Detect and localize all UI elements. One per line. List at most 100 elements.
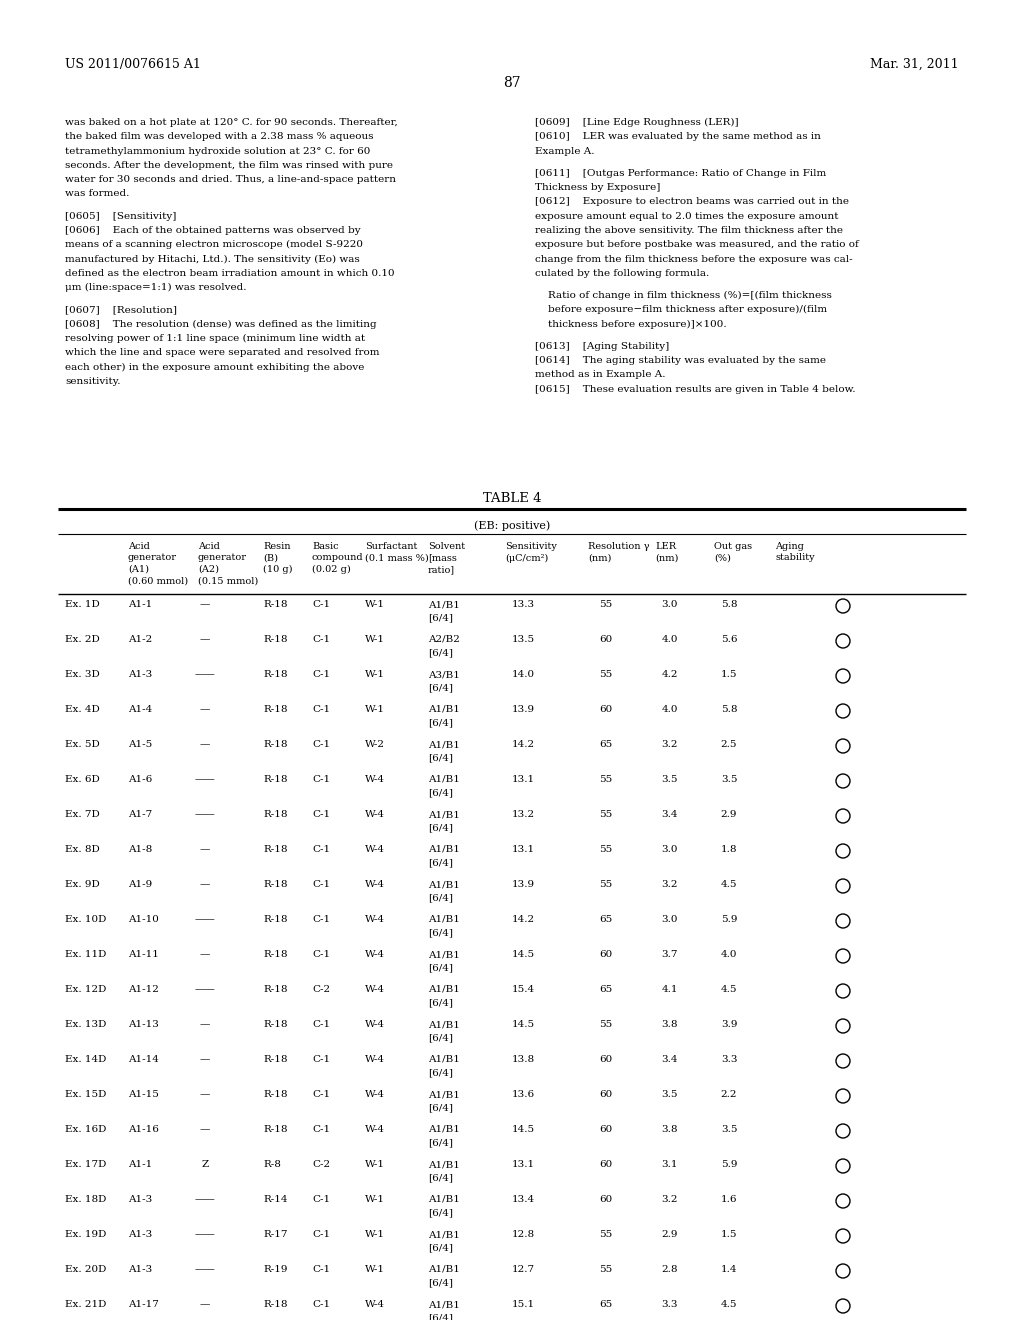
Text: 5.8: 5.8 [721,705,737,714]
Text: 4.0: 4.0 [721,950,737,960]
Text: US 2011/0076615 A1: US 2011/0076615 A1 [65,58,201,71]
Text: Ex. 15D: Ex. 15D [65,1090,106,1100]
Text: (0.1 mass %): (0.1 mass %) [365,553,429,562]
Text: [6/4]: [6/4] [428,612,453,622]
Text: 13.3: 13.3 [511,601,535,609]
Text: R-18: R-18 [263,1020,288,1030]
Text: 14.5: 14.5 [511,1125,535,1134]
Text: A1-16: A1-16 [128,1125,159,1134]
Text: [6/4]: [6/4] [428,682,453,692]
Text: W-4: W-4 [365,775,385,784]
Text: Ex. 19D: Ex. 19D [65,1230,106,1239]
Text: 13.9: 13.9 [511,705,535,714]
Text: 3.2: 3.2 [662,741,678,748]
Text: [6/4]: [6/4] [428,1208,453,1217]
Text: W-4: W-4 [365,1300,385,1309]
Text: W-4: W-4 [365,1125,385,1134]
Text: culated by the following formula.: culated by the following formula. [535,269,710,279]
Text: W-1: W-1 [365,601,385,609]
Text: (0.60 mmol): (0.60 mmol) [128,577,188,586]
Text: before exposure−film thickness after exposure)/(film: before exposure−film thickness after exp… [535,305,827,314]
Text: W-4: W-4 [365,950,385,960]
Text: A1-10: A1-10 [128,915,159,924]
Text: 55: 55 [599,601,612,609]
Text: A1-9: A1-9 [128,880,153,888]
Text: Resolution γ: Resolution γ [588,543,649,550]
Text: change from the film thickness before the exposure was cal-: change from the film thickness before th… [535,255,853,264]
Text: the baked film was developed with a 2.38 mass % aqueous: the baked film was developed with a 2.38… [65,132,374,141]
Text: Ex. 21D: Ex. 21D [65,1300,106,1309]
Text: C-1: C-1 [312,1125,330,1134]
Text: —: — [200,1055,210,1064]
Text: was baked on a hot plate at 120° C. for 90 seconds. Thereafter,: was baked on a hot plate at 120° C. for … [65,117,397,127]
Text: 4.0: 4.0 [662,635,678,644]
Text: 55: 55 [599,845,612,854]
Text: 60: 60 [599,950,612,960]
Text: realizing the above sensitivity. The film thickness after the: realizing the above sensitivity. The fil… [535,226,843,235]
Text: A1-13: A1-13 [128,1020,159,1030]
Text: resolving power of 1:1 line space (minimum line width at: resolving power of 1:1 line space (minim… [65,334,366,343]
Text: method as in Example A.: method as in Example A. [535,371,666,379]
Text: W-1: W-1 [365,635,385,644]
Text: 5.6: 5.6 [721,635,737,644]
Text: 12.7: 12.7 [511,1265,535,1274]
Text: each other) in the exposure amount exhibiting the above: each other) in the exposure amount exhib… [65,363,365,372]
Text: C-1: C-1 [312,915,330,924]
Text: 65: 65 [599,741,612,748]
Text: A1/B1: A1/B1 [428,741,460,748]
Text: —: — [200,1020,210,1030]
Text: 13.2: 13.2 [511,810,535,818]
Text: [0610]    LER was evaluated by the same method as in: [0610] LER was evaluated by the same met… [535,132,821,141]
Text: Mar. 31, 2011: Mar. 31, 2011 [870,58,959,71]
Text: A1/B1: A1/B1 [428,950,460,960]
Text: [6/4]: [6/4] [428,648,453,657]
Text: 60: 60 [599,1055,612,1064]
Text: [6/4]: [6/4] [428,822,453,832]
Text: μm (line:space=1:1) was resolved.: μm (line:space=1:1) was resolved. [65,284,247,292]
Text: Solvent: Solvent [428,543,465,550]
Text: 13.1: 13.1 [511,1160,535,1170]
Text: [6/4]: [6/4] [428,718,453,727]
Text: Resin: Resin [263,543,291,550]
Text: 14.0: 14.0 [511,671,535,678]
Text: C-1: C-1 [312,741,330,748]
Text: 14.2: 14.2 [511,741,535,748]
Text: W-1: W-1 [365,1160,385,1170]
Text: (nm): (nm) [588,553,611,562]
Text: 14.5: 14.5 [511,950,535,960]
Text: C-1: C-1 [312,1055,330,1064]
Text: W-4: W-4 [365,985,385,994]
Text: A2/B2: A2/B2 [428,635,460,644]
Text: A1/B1: A1/B1 [428,985,460,994]
Text: ratio]: ratio] [428,565,455,574]
Text: [6/4]: [6/4] [428,928,453,937]
Text: [6/4]: [6/4] [428,1138,453,1147]
Text: 55: 55 [599,671,612,678]
Text: defined as the electron beam irradiation amount in which 0.10: defined as the electron beam irradiation… [65,269,394,279]
Text: [6/4]: [6/4] [428,894,453,902]
Text: A1/B1: A1/B1 [428,601,460,609]
Text: generator: generator [128,553,177,562]
Text: TABLE 4: TABLE 4 [482,492,542,506]
Text: 60: 60 [599,635,612,644]
Text: Acid: Acid [198,543,220,550]
Text: ——: —— [195,810,215,818]
Text: 5.9: 5.9 [721,1160,737,1170]
Text: (nm): (nm) [655,553,678,562]
Text: 1.8: 1.8 [721,845,737,854]
Text: 4.1: 4.1 [662,985,678,994]
Text: A1/B1: A1/B1 [428,1265,460,1274]
Text: Ex. 11D: Ex. 11D [65,950,106,960]
Text: R-18: R-18 [263,810,288,818]
Text: C-1: C-1 [312,635,330,644]
Text: Ex. 20D: Ex. 20D [65,1265,106,1274]
Text: [6/4]: [6/4] [428,1243,453,1251]
Text: 5.8: 5.8 [721,601,737,609]
Text: seconds. After the development, the film was rinsed with pure: seconds. After the development, the film… [65,161,393,170]
Text: A1-3: A1-3 [128,1265,153,1274]
Text: Ex. 14D: Ex. 14D [65,1055,106,1064]
Text: R-18: R-18 [263,705,288,714]
Text: A1/B1: A1/B1 [428,845,460,854]
Text: A1-11: A1-11 [128,950,159,960]
Text: Ex. 9D: Ex. 9D [65,880,99,888]
